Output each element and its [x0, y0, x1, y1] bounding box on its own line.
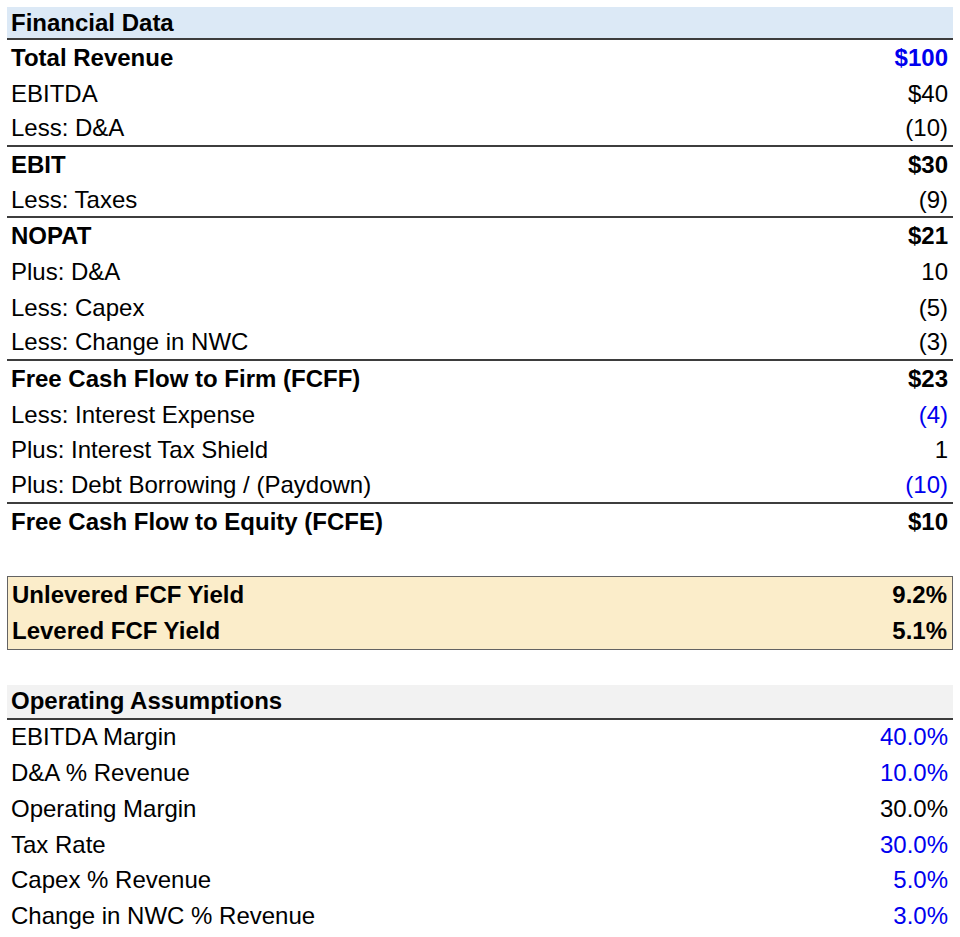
value-cell: (5) — [919, 294, 948, 322]
row-label: Change in NWC % Revenue — [11, 902, 315, 930]
row-label: Plus: Interest Tax Shield — [11, 436, 268, 464]
input-value-cell[interactable]: 10.0% — [880, 759, 948, 787]
table-row: Unlevered FCF Yield 9.2% — [8, 577, 952, 613]
value-cell: (10) — [905, 114, 948, 142]
value-cell: $10 — [908, 508, 948, 536]
value-cell: 30.0% — [880, 795, 948, 823]
financial-data-title: Financial Data — [11, 9, 174, 37]
table-row: NOPAT $21 — [7, 218, 953, 254]
input-value-cell[interactable]: $100 — [895, 44, 948, 72]
row-label: EBIT — [11, 151, 66, 179]
operating-assumptions-header: Operating Assumptions — [7, 685, 953, 720]
operating-assumptions-table: EBITDA Margin 40.0% D&A % Revenue 10.0% Oper… — [7, 720, 953, 934]
table-row: Plus: Debt Borrowing / (Paydown) (10) — [7, 468, 953, 504]
fcf-yield-table: Unlevered FCF Yield 9.2% Levered FCF Yield… — [8, 577, 952, 649]
row-label: Less: Capex — [11, 294, 144, 322]
row-label: Levered FCF Yield — [12, 617, 220, 645]
row-label: Free Cash Flow to Equity (FCFE) — [11, 508, 383, 536]
row-label: Less: Taxes — [11, 186, 137, 214]
row-label: Less: Interest Expense — [11, 401, 255, 429]
table-row: Total Revenue $100 — [7, 40, 953, 76]
table-row: Less: Interest Expense (4) — [7, 397, 953, 433]
financial-data-header: Financial Data — [7, 7, 953, 40]
row-label: Capex % Revenue — [11, 866, 211, 894]
row-label: Plus: Debt Borrowing / (Paydown) — [11, 471, 371, 499]
row-label: Operating Margin — [11, 795, 196, 823]
input-value-cell[interactable]: 30.0% — [880, 831, 948, 859]
row-label: Unlevered FCF Yield — [12, 581, 244, 609]
table-row: EBIT $30 — [7, 147, 953, 183]
table-row: Less: Taxes (9) — [7, 183, 953, 219]
row-label: Tax Rate — [11, 831, 106, 859]
table-row: Operating Margin 30.0% — [7, 791, 953, 827]
row-label: EBITDA Margin — [11, 723, 176, 751]
row-label: Less: Change in NWC — [11, 328, 248, 356]
value-cell: 1 — [935, 436, 948, 464]
value-cell: $40 — [908, 80, 948, 108]
input-value-cell[interactable]: (10) — [905, 471, 948, 499]
table-row: D&A % Revenue 10.0% — [7, 755, 953, 791]
value-cell: (9) — [919, 186, 948, 214]
operating-assumptions-title: Operating Assumptions — [11, 687, 282, 715]
table-row: EBITDA Margin 40.0% — [7, 720, 953, 756]
fcf-yield-box: Unlevered FCF Yield 9.2% Levered FCF Yield… — [7, 576, 953, 650]
input-value-cell[interactable]: 40.0% — [880, 723, 948, 751]
table-row: Levered FCF Yield 5.1% — [8, 613, 952, 649]
table-row: Capex % Revenue 5.0% — [7, 862, 953, 898]
table-row: Change in NWC % Revenue 3.0% — [7, 898, 953, 934]
operating-assumptions-section: Operating Assumptions EBITDA Margin 40.0%… — [7, 685, 953, 934]
value-cell: $30 — [908, 151, 948, 179]
input-value-cell[interactable]: 3.0% — [893, 902, 948, 930]
table-row: Less: Change in NWC (3) — [7, 326, 953, 362]
row-label: NOPAT — [11, 222, 91, 250]
input-value-cell[interactable]: (4) — [919, 401, 948, 429]
table-row: Less: D&A (10) — [7, 111, 953, 147]
input-value-cell[interactable]: 5.0% — [893, 866, 948, 894]
table-row: EBITDA $40 — [7, 76, 953, 112]
table-row: Less: Capex (5) — [7, 290, 953, 326]
row-label: Total Revenue — [11, 44, 173, 72]
row-label: D&A % Revenue — [11, 759, 190, 787]
table-row: Tax Rate 30.0% — [7, 827, 953, 863]
table-row: Plus: Interest Tax Shield 1 — [7, 433, 953, 469]
table-row: Free Cash Flow to Equity (FCFE) $10 — [7, 504, 953, 540]
value-cell: 10 — [921, 258, 948, 286]
table-row: Plus: D&A 10 — [7, 254, 953, 290]
value-cell: 5.1% — [892, 617, 947, 645]
row-label: Plus: D&A — [11, 258, 120, 286]
row-label: Free Cash Flow to Firm (FCFF) — [11, 365, 360, 393]
row-label: EBITDA — [11, 80, 98, 108]
value-cell: 9.2% — [892, 581, 947, 609]
row-label: Less: D&A — [11, 114, 124, 142]
value-cell: $21 — [908, 222, 948, 250]
financial-data-table: Total Revenue$100EBITDA$40Less: D&A(10)E… — [7, 40, 953, 540]
value-cell: $23 — [908, 365, 948, 393]
spreadsheet: Financial Data Total Revenue $100 EBITDA $4… — [0, 0, 960, 934]
value-cell: (3) — [919, 328, 948, 356]
table-row: Free Cash Flow to Firm (FCFF) $23 — [7, 361, 953, 397]
